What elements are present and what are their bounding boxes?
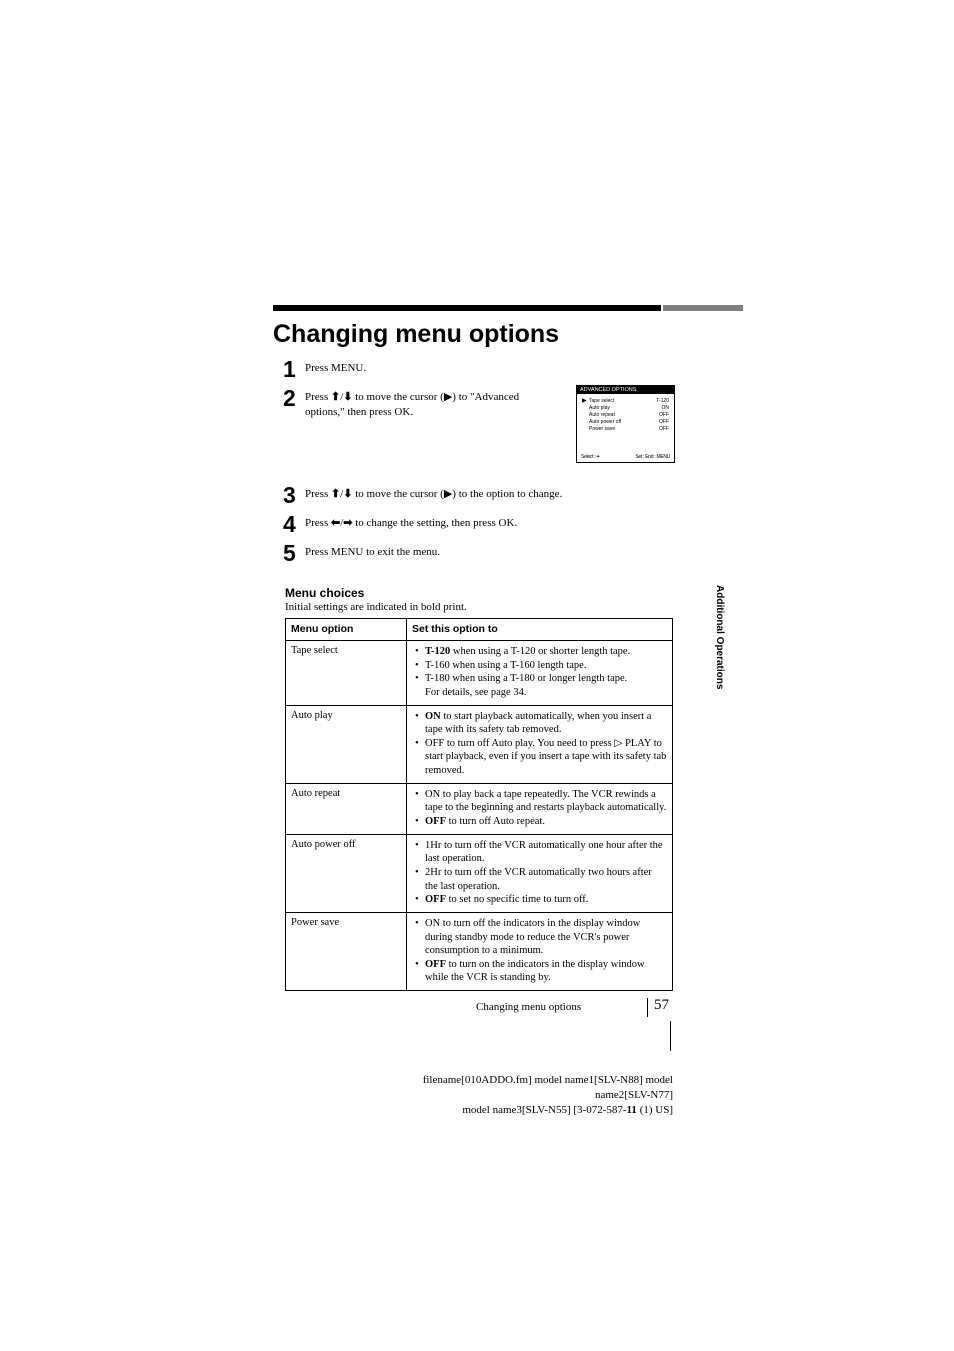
steps-bottom: 3 Press ⬆/⬇ to move the cursor (▶) to th…: [283, 484, 683, 571]
option-desc: ON to turn off the indicators in the dis…: [407, 912, 673, 990]
osd-illustration: ADVANCED OPTIONS ▶Tape selectT-120 Auto …: [576, 385, 675, 463]
left-arrow-icon: ⬅: [331, 517, 340, 529]
step-number: 5: [283, 542, 305, 565]
osd-title: ADVANCED OPTIONS: [580, 387, 636, 393]
table-header: Menu option: [286, 619, 407, 641]
step-3: 3 Press ⬆/⬇ to move the cursor (▶) to th…: [283, 484, 683, 507]
print-metadata: filename[010ADDO.fm] model name1[SLV-N88…: [390, 1073, 673, 1118]
option-desc: T-120 when using a T-120 or shorter leng…: [407, 641, 673, 706]
tab-rule: [663, 305, 743, 311]
step-number: 2: [283, 387, 305, 410]
up-arrow-icon: ⬆: [331, 488, 340, 500]
document-page: Changing menu options 1 Press MENU. 2 Pr…: [0, 0, 954, 1351]
step-4: 4 Press ⬅/➡ to change the setting, then …: [283, 513, 683, 536]
osd-item: Power save: [589, 426, 659, 432]
osd-value: ON: [662, 405, 670, 411]
option-name: Auto power off: [286, 834, 407, 912]
osd-item: Auto play: [589, 405, 662, 411]
table-row: Auto repeat ON to play back a tape repea…: [286, 783, 673, 834]
page-number: 57: [654, 997, 669, 1014]
option-name: Power save: [286, 912, 407, 990]
section-tab: Additional Operations: [714, 585, 725, 689]
option-name: Auto repeat: [286, 783, 407, 834]
step-number: 4: [283, 513, 305, 536]
table-row: Auto power off 1Hr to turn off the VCR a…: [286, 834, 673, 912]
step-text: Press MENU.: [305, 358, 585, 376]
step-number: 1: [283, 358, 305, 381]
osd-value: OFF: [659, 426, 669, 432]
option-desc: 1Hr to turn off the VCR automatically on…: [407, 834, 673, 912]
step-text: Press MENU to exit the menu.: [305, 542, 665, 560]
table-header-row: Menu option Set this option to: [286, 619, 673, 641]
osd-footer: Select : •• Set : End : MENU: [577, 454, 674, 460]
dots-icon: ••: [596, 454, 599, 460]
osd-body: ▶Tape selectT-120 Auto playON Auto repea…: [577, 394, 674, 432]
step-5: 5 Press MENU to exit the menu.: [283, 542, 683, 565]
menu-choices-heading: Menu choices: [285, 586, 364, 600]
up-arrow-icon: ⬆: [331, 391, 340, 403]
osd-value: OFF: [659, 412, 669, 418]
option-name: Tape select: [286, 641, 407, 706]
menu-choices-sub: Initial settings are indicated in bold p…: [285, 601, 467, 613]
option-desc: ON to start playback automatically, when…: [407, 705, 673, 783]
footer-divider: [647, 998, 648, 1017]
header-rule: [273, 305, 661, 311]
step-1: 1 Press MENU.: [283, 358, 673, 381]
osd-cursor-icon: ▶: [582, 397, 589, 404]
osd-item: Auto power off: [589, 419, 659, 425]
step-number: 3: [283, 484, 305, 507]
osd-value: OFF: [659, 419, 669, 425]
osd-titlebar: ADVANCED OPTIONS: [577, 386, 674, 394]
menu-options-table: Menu option Set this option to Tape sele…: [285, 618, 673, 991]
table-row: Power save ON to turn off the indicators…: [286, 912, 673, 990]
table-row: Auto play ON to start playback automatic…: [286, 705, 673, 783]
osd-item: Tape select: [589, 398, 656, 404]
table-header: Set this option to: [407, 619, 673, 641]
page-title: Changing menu options: [273, 320, 559, 349]
osd-item: Auto repeat: [589, 412, 659, 418]
option-name: Auto play: [286, 705, 407, 783]
option-desc: ON to play back a tape repeatedly. The V…: [407, 783, 673, 834]
osd-value: T-120: [656, 398, 669, 404]
step-text: Press ⬆/⬇ to move the cursor (▶) to the …: [305, 484, 665, 502]
step-text: Press ⬅/➡ to change the setting, then pr…: [305, 513, 665, 531]
table-row: Tape select T-120 when using a T-120 or …: [286, 641, 673, 706]
footer-tick: [670, 1021, 671, 1051]
footer-title: Changing menu options: [476, 1001, 581, 1013]
step-text: Press ⬆/⬇ to move the cursor (▶) to "Adv…: [305, 387, 550, 420]
